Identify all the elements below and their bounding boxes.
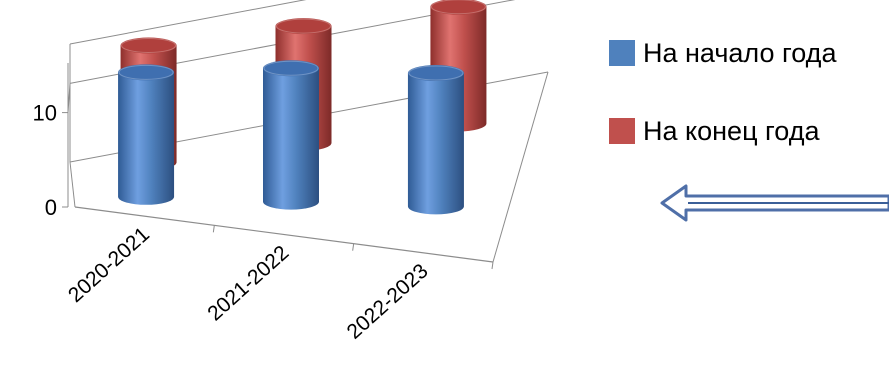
legend-label-end: На конец года xyxy=(643,115,820,146)
axis-labels: 0 10 2020-2021 2021-2022 2022-2023 xyxy=(33,101,433,344)
legend-label-start: На начало года xyxy=(643,37,837,68)
x-tick-label: 2021-2022 xyxy=(203,241,293,325)
legend: На начало года На конец года xyxy=(609,36,836,192)
legend-item-end: На конец года xyxy=(609,114,836,148)
gridline xyxy=(67,83,71,113)
bar-start-2 xyxy=(263,60,319,210)
bar-start-3 xyxy=(407,65,464,215)
x-tick-label: 2022-2023 xyxy=(343,259,433,343)
y-tick-label: 10 xyxy=(33,101,57,126)
x-tick-label: 2020-2021 xyxy=(64,223,154,307)
bars xyxy=(118,0,487,215)
legend-swatch-start xyxy=(609,40,635,66)
legend-swatch-end xyxy=(609,118,635,144)
y-tick-label: 0 xyxy=(45,195,57,220)
bar-start-1 xyxy=(118,64,175,205)
left-arrow-icon xyxy=(660,184,889,222)
legend-item-start: На начало года xyxy=(609,36,836,70)
